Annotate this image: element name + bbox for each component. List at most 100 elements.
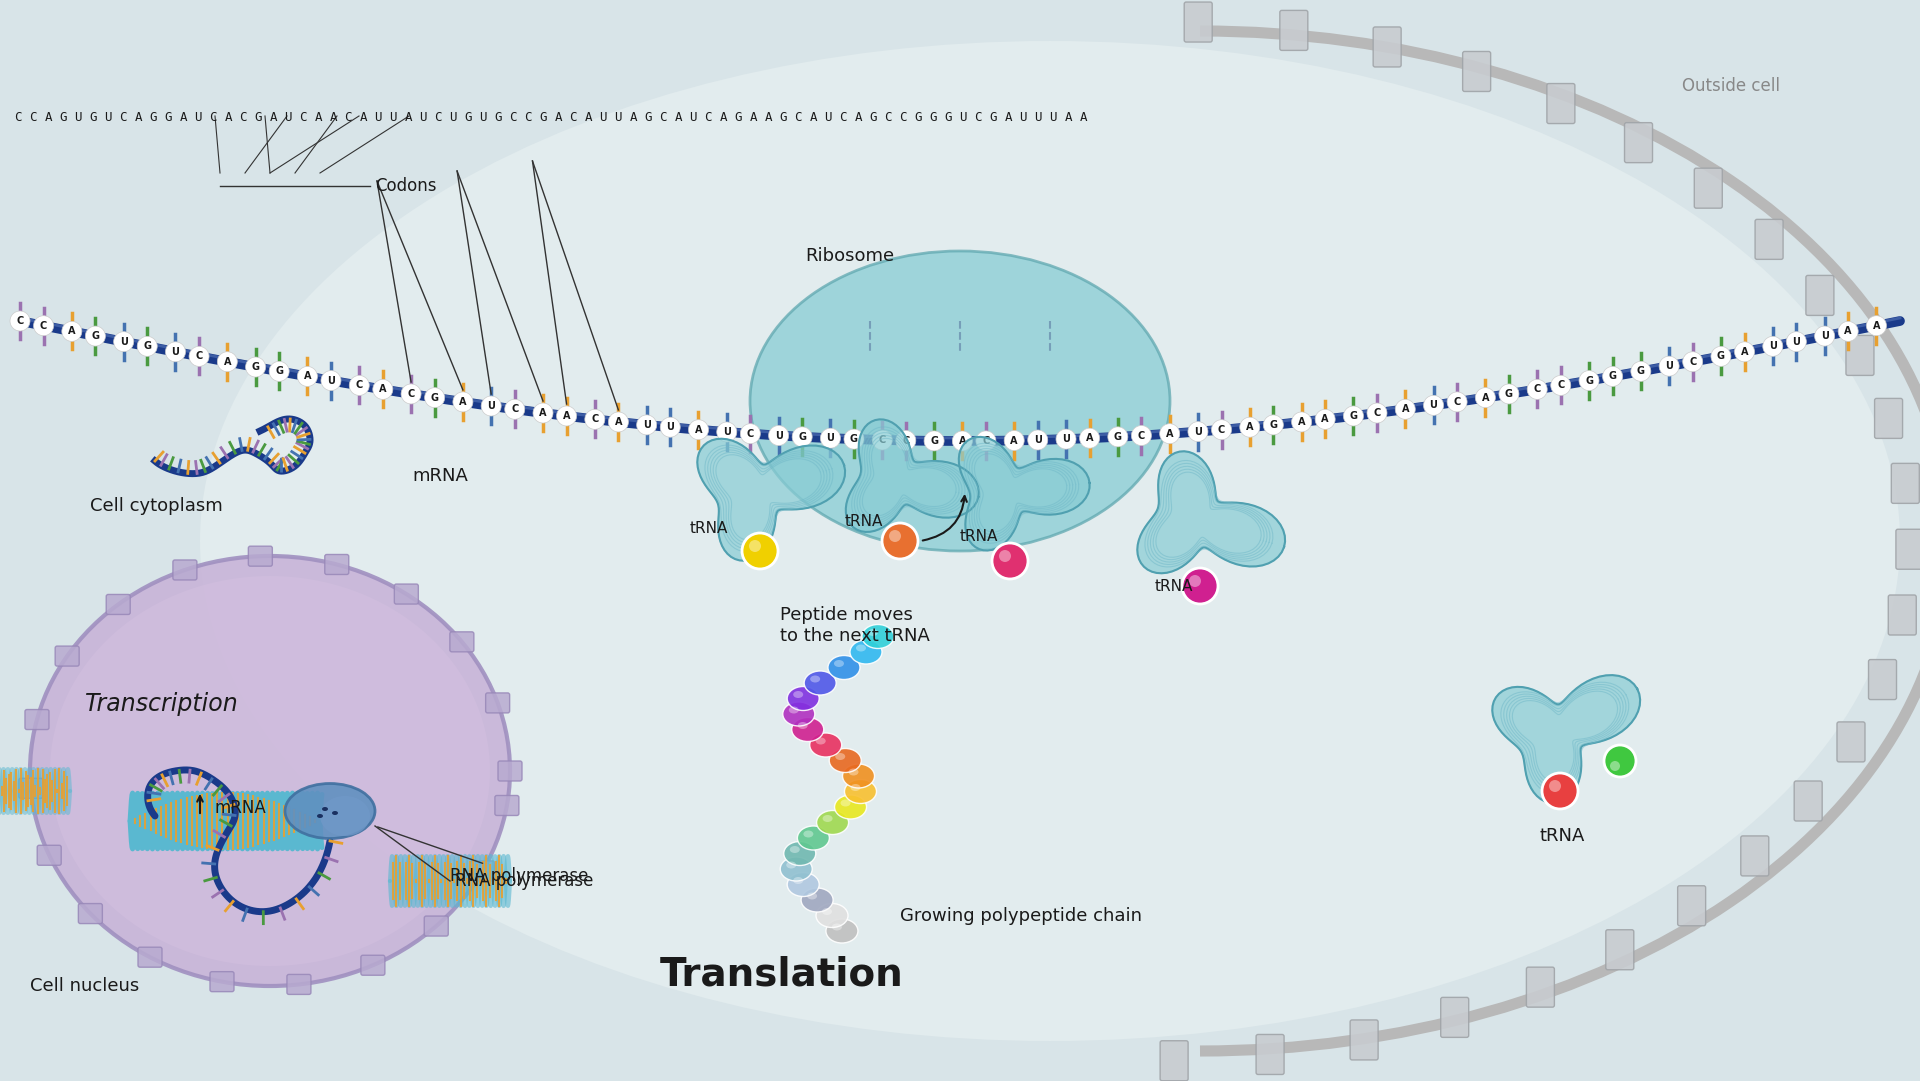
Circle shape <box>33 316 54 336</box>
Circle shape <box>637 415 657 435</box>
Circle shape <box>1056 429 1075 449</box>
Circle shape <box>269 361 290 382</box>
Text: U: U <box>1194 427 1202 437</box>
Circle shape <box>586 410 605 429</box>
Text: RNA polymerase: RNA polymerase <box>455 872 593 890</box>
Circle shape <box>1315 410 1334 429</box>
Circle shape <box>298 366 317 386</box>
Circle shape <box>609 412 628 432</box>
Ellipse shape <box>284 784 374 839</box>
Ellipse shape <box>789 707 799 713</box>
Circle shape <box>689 419 708 440</box>
Text: C: C <box>1373 408 1380 418</box>
Circle shape <box>1212 419 1231 440</box>
Text: U: U <box>1820 331 1828 342</box>
Text: G: G <box>144 342 152 351</box>
Circle shape <box>660 417 680 437</box>
Text: G: G <box>275 366 282 376</box>
Text: C: C <box>17 316 23 326</box>
Circle shape <box>1526 379 1548 399</box>
Text: G: G <box>1114 431 1121 442</box>
Ellipse shape <box>791 718 824 742</box>
Text: A: A <box>1246 423 1254 432</box>
Text: A: A <box>459 397 467 406</box>
Circle shape <box>188 346 209 366</box>
Ellipse shape <box>868 629 877 636</box>
Ellipse shape <box>783 702 814 726</box>
Text: U: U <box>774 430 783 441</box>
Circle shape <box>1027 430 1048 450</box>
Circle shape <box>1630 361 1651 382</box>
Ellipse shape <box>862 625 895 649</box>
FancyBboxPatch shape <box>248 546 273 566</box>
Circle shape <box>872 430 893 450</box>
Text: A: A <box>378 385 386 395</box>
Text: C: C <box>1690 357 1695 366</box>
Ellipse shape <box>835 753 845 760</box>
Ellipse shape <box>849 769 858 775</box>
Circle shape <box>453 392 472 412</box>
FancyBboxPatch shape <box>470 860 495 881</box>
FancyBboxPatch shape <box>424 916 447 936</box>
Text: A: A <box>1165 429 1173 439</box>
Circle shape <box>165 342 186 362</box>
Text: C: C <box>591 414 599 425</box>
Text: C: C <box>1557 381 1565 390</box>
Circle shape <box>1500 384 1519 404</box>
Text: C: C <box>983 436 989 445</box>
Circle shape <box>424 388 445 408</box>
Text: Outside cell: Outside cell <box>1682 77 1780 95</box>
FancyBboxPatch shape <box>1160 1041 1188 1081</box>
Text: A: A <box>540 408 547 418</box>
Text: G: G <box>1269 419 1277 430</box>
Ellipse shape <box>797 826 829 850</box>
FancyBboxPatch shape <box>361 956 384 975</box>
FancyBboxPatch shape <box>1837 722 1864 762</box>
Text: A: A <box>1087 433 1092 443</box>
Circle shape <box>1542 773 1578 809</box>
FancyBboxPatch shape <box>1281 11 1308 51</box>
Polygon shape <box>847 419 979 532</box>
Ellipse shape <box>841 800 851 806</box>
Text: G: G <box>929 436 939 445</box>
FancyBboxPatch shape <box>1605 930 1634 970</box>
Ellipse shape <box>803 830 814 838</box>
Circle shape <box>1079 428 1100 449</box>
Text: A: A <box>1741 347 1749 357</box>
Text: C: C <box>1534 385 1542 395</box>
Text: G: G <box>1350 411 1357 421</box>
Text: G: G <box>1716 351 1724 361</box>
Text: C: C <box>902 436 910 445</box>
Circle shape <box>84 326 106 346</box>
Circle shape <box>1763 336 1784 357</box>
Text: tRNA: tRNA <box>960 529 998 544</box>
FancyBboxPatch shape <box>106 595 131 614</box>
Ellipse shape <box>816 904 849 927</box>
Ellipse shape <box>50 576 490 966</box>
Ellipse shape <box>787 872 820 896</box>
Text: Peptide moves
to the next tRNA: Peptide moves to the next tRNA <box>780 606 929 645</box>
Text: U: U <box>826 433 835 443</box>
FancyBboxPatch shape <box>1793 780 1822 820</box>
Ellipse shape <box>317 814 323 818</box>
Circle shape <box>845 429 864 449</box>
Text: RNA polymerase: RNA polymerase <box>378 827 588 885</box>
Circle shape <box>897 430 916 451</box>
Text: G: G <box>1586 375 1594 386</box>
Text: A: A <box>563 411 570 421</box>
Text: A: A <box>303 372 311 382</box>
Circle shape <box>557 406 576 426</box>
Circle shape <box>1108 427 1127 446</box>
Text: A: A <box>1402 404 1409 414</box>
Ellipse shape <box>793 877 803 884</box>
Circle shape <box>1448 392 1467 412</box>
Circle shape <box>1659 356 1680 376</box>
Text: U: U <box>666 423 674 432</box>
Text: A: A <box>695 425 703 435</box>
Text: G: G <box>92 331 100 342</box>
Text: Growing polypeptide chain: Growing polypeptide chain <box>900 907 1142 925</box>
Circle shape <box>889 530 900 542</box>
Circle shape <box>349 375 369 396</box>
Circle shape <box>1578 371 1599 390</box>
Circle shape <box>246 357 265 377</box>
